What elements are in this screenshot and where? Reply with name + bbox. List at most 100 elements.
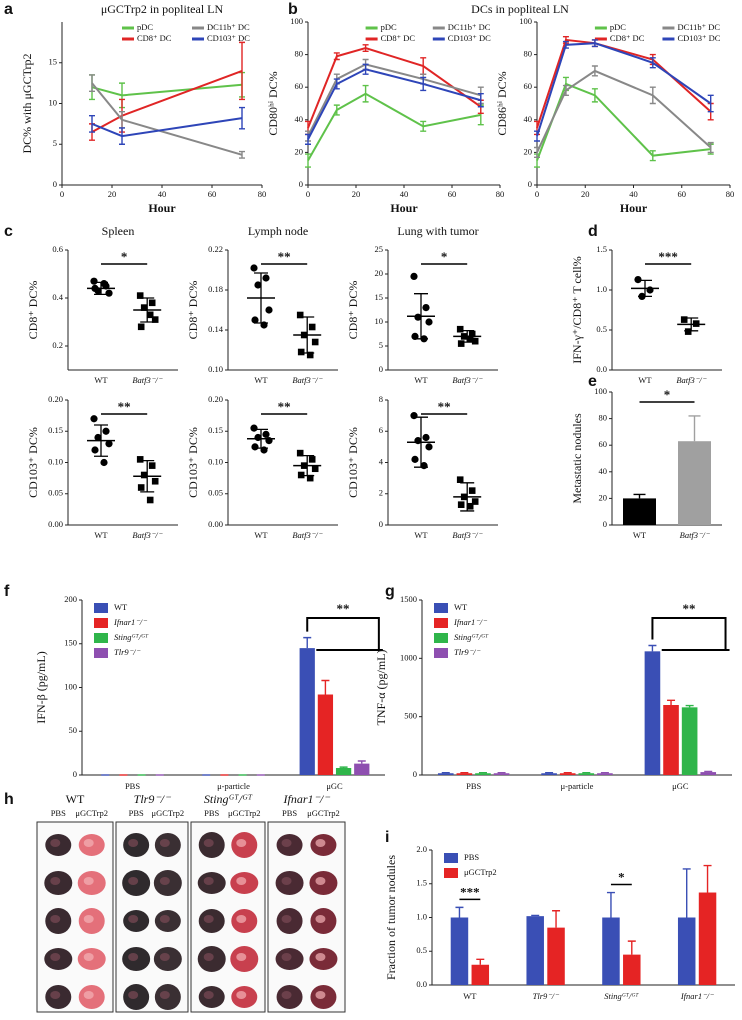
error-bar bbox=[600, 771, 609, 774]
error-bar bbox=[685, 704, 694, 708]
data-point bbox=[265, 306, 273, 314]
data-point bbox=[90, 415, 98, 423]
legend-label: DC11b⁺ DC bbox=[448, 22, 491, 32]
legend-swatch bbox=[94, 603, 108, 613]
y-axis-label: IFN-β (pg/mL) bbox=[34, 651, 48, 723]
legend-label: Ifnar1⁻/⁻ bbox=[453, 617, 488, 627]
sd-bar bbox=[414, 416, 428, 468]
y-axis-label: CD8⁺ DC% bbox=[186, 281, 200, 340]
y-tick-label: 40 bbox=[599, 466, 608, 476]
lung-highlight bbox=[315, 915, 326, 923]
panel-label: g bbox=[385, 583, 395, 600]
error-bar bbox=[339, 766, 348, 768]
y-tick-label: 60 bbox=[524, 81, 533, 91]
data-point bbox=[425, 443, 433, 451]
panel-label: a bbox=[4, 1, 13, 18]
x-tick-label: 0 bbox=[306, 189, 310, 199]
data-point bbox=[311, 465, 319, 473]
legend-label: CD8⁺ DC bbox=[137, 33, 172, 43]
x-tick-label: Batf3⁻/⁻ bbox=[132, 530, 163, 540]
y-tick-label: 0.00 bbox=[48, 519, 63, 529]
series-line bbox=[307, 68, 482, 140]
legend-label: pDC bbox=[381, 22, 397, 32]
y-axis-label: CD8⁺ DC% bbox=[346, 281, 360, 340]
data-point bbox=[100, 458, 108, 467]
data-point bbox=[422, 433, 430, 442]
significance-bracket bbox=[651, 617, 730, 651]
panel-label: i bbox=[385, 829, 389, 846]
y-tick-label: 1.0 bbox=[416, 911, 427, 921]
x-tick-label: 80 bbox=[258, 189, 267, 199]
data-point bbox=[411, 455, 419, 463]
condition-label: PBS bbox=[51, 808, 66, 818]
data-point bbox=[146, 311, 154, 319]
y-tick-label: 60 bbox=[599, 439, 608, 449]
bar bbox=[698, 892, 717, 985]
y-axis-label: CD103⁺ DC% bbox=[346, 427, 360, 498]
data-point bbox=[105, 289, 113, 297]
y-tick-label: 0 bbox=[379, 364, 383, 374]
y-tick-label: 0.10 bbox=[208, 364, 223, 374]
lung-highlight bbox=[315, 953, 326, 961]
x-tick-label: WT bbox=[94, 375, 108, 385]
significance-label: * bbox=[441, 249, 448, 264]
condition-label: μGCTrp2 bbox=[75, 808, 108, 818]
sd-bar bbox=[300, 454, 315, 477]
legend-label: μGCTrp2 bbox=[464, 867, 497, 877]
bar bbox=[644, 651, 661, 775]
data-point bbox=[311, 338, 319, 346]
y-tick-label: 0.10 bbox=[48, 456, 63, 466]
y-axis-label: CD80ʰⁱ DC% bbox=[266, 71, 280, 135]
legend-label: DC11b⁺ DC bbox=[207, 22, 250, 32]
chart-title: Spleen bbox=[102, 224, 135, 238]
error-bar bbox=[460, 771, 469, 774]
condition-label: μGCTrp2 bbox=[152, 808, 185, 818]
data-point bbox=[471, 337, 479, 345]
series-line bbox=[536, 69, 712, 153]
x-tick-label: 40 bbox=[629, 189, 638, 199]
x-tick-label: 0 bbox=[60, 189, 64, 199]
y-tick-label: 1.5 bbox=[416, 878, 427, 888]
sd-bar bbox=[94, 424, 108, 457]
sd-bar bbox=[684, 317, 699, 332]
y-tick-label: 0.2 bbox=[52, 340, 63, 350]
y-tick-label: 15 bbox=[49, 57, 58, 67]
y-tick-label: 25 bbox=[375, 244, 384, 254]
series-line bbox=[91, 69, 243, 133]
legend-label: CD8⁺ DC bbox=[381, 33, 416, 43]
y-tick-label: 0 bbox=[379, 519, 383, 529]
y-tick-label: 0.20 bbox=[208, 394, 223, 404]
y-tick-label: 0.15 bbox=[48, 425, 63, 435]
data-point bbox=[137, 484, 145, 491]
data-point bbox=[251, 316, 259, 324]
condition-label: PBS bbox=[204, 808, 219, 818]
y-tick-label: 6 bbox=[379, 425, 383, 435]
x-tick-label: WT bbox=[94, 530, 108, 540]
y-tick-label: 50 bbox=[69, 725, 78, 735]
sd-bar bbox=[140, 297, 155, 323]
x-tick-label: WT bbox=[254, 530, 268, 540]
x-tick-label: WT bbox=[633, 530, 647, 540]
panel-label: b bbox=[288, 1, 298, 18]
series-line bbox=[307, 47, 482, 129]
lung-highlight bbox=[281, 915, 292, 923]
significance-label: ** bbox=[682, 601, 695, 616]
y-tick-label: 0.15 bbox=[208, 425, 223, 435]
legend-swatch bbox=[434, 618, 448, 628]
y-tick-label: 0.05 bbox=[48, 488, 63, 498]
y-tick-label: 4 bbox=[379, 456, 384, 466]
error-bar bbox=[478, 771, 487, 774]
bar bbox=[700, 772, 717, 775]
data-point bbox=[457, 340, 465, 347]
y-tick-label: 100 bbox=[64, 681, 77, 691]
legend-label: Stingᴳᵀ/ᴳᵀ bbox=[454, 632, 489, 642]
data-point bbox=[456, 325, 464, 333]
x-tick-label: Batf3⁻/⁻ bbox=[676, 375, 707, 385]
lung-highlight bbox=[315, 839, 326, 847]
data-point bbox=[251, 443, 259, 451]
y-tick-label: 0 bbox=[528, 179, 532, 189]
bar bbox=[541, 773, 557, 775]
data-point bbox=[466, 335, 474, 343]
data-point bbox=[425, 318, 433, 326]
sd-bar bbox=[460, 482, 475, 512]
